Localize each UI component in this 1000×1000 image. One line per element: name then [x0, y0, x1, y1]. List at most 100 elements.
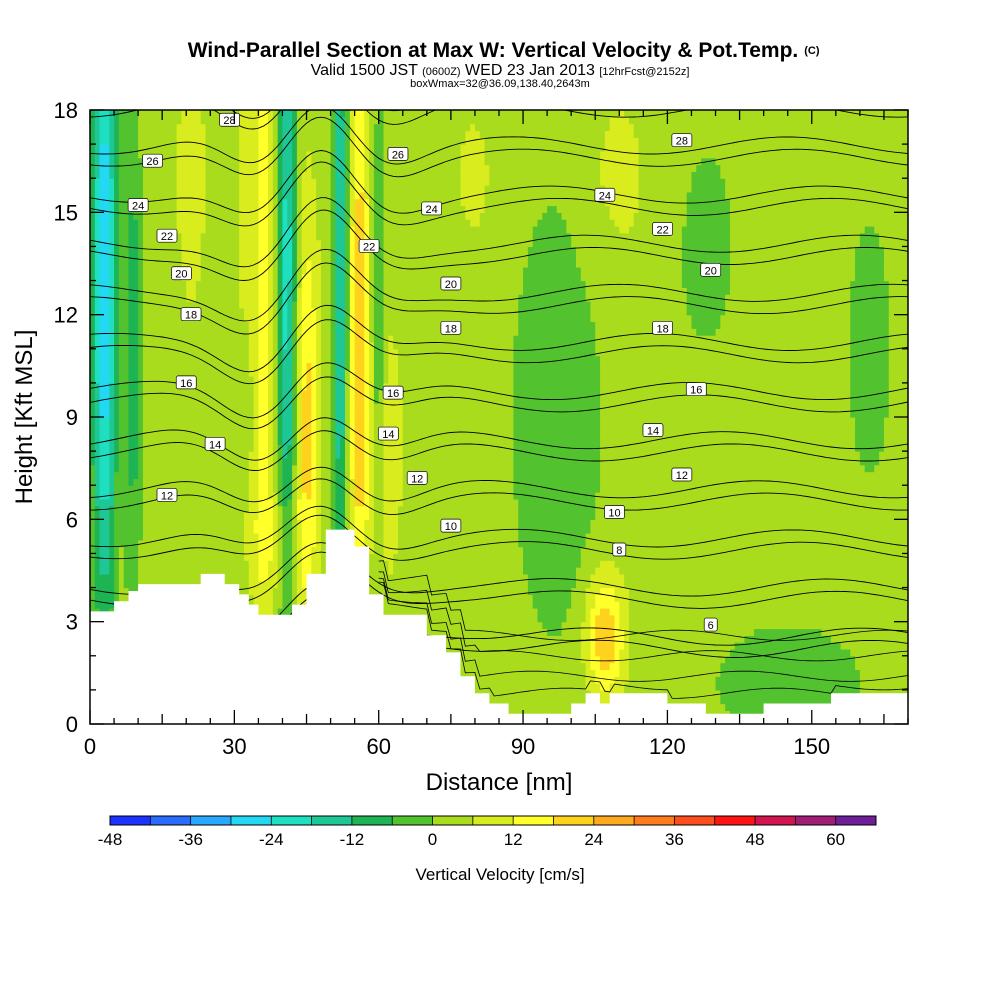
w-cell: [523, 546, 582, 555]
w-cell: [320, 355, 332, 364]
w-cell: [725, 178, 908, 186]
contour-label: 18: [185, 310, 197, 322]
w-cell: [272, 198, 279, 207]
w-cell: [715, 328, 851, 336]
w-cell: [619, 567, 908, 575]
w-cell: [118, 239, 130, 248]
w-cell: [850, 280, 890, 288]
w-cell: [628, 614, 908, 623]
w-cell: [253, 437, 260, 445]
w-cell: [330, 219, 336, 227]
w-cell: [850, 307, 890, 316]
w-cell: [364, 376, 370, 384]
w-cell: [258, 178, 269, 186]
w-cell: [94, 498, 115, 507]
w-cell: [364, 341, 370, 350]
w-cell: [883, 444, 908, 452]
w-cell: [349, 376, 356, 384]
w-cell: [268, 307, 274, 316]
w-cell: [128, 362, 139, 370]
w-cell: [90, 492, 96, 500]
w-cell: [258, 157, 269, 166]
w-cell: [296, 144, 332, 152]
w-cell: [518, 294, 587, 302]
w-cell: [282, 287, 288, 295]
w-cell: [277, 321, 284, 329]
w-cell: [320, 301, 332, 309]
w-cell: [349, 444, 356, 452]
w-cell: [888, 362, 908, 370]
contour-label-box: [377, 426, 399, 441]
w-cell: [138, 219, 144, 227]
w-cell: [335, 280, 346, 288]
w-cell: [99, 130, 110, 138]
w-cell: [330, 164, 336, 172]
w-cell: [114, 417, 120, 425]
w-cell: [301, 355, 317, 364]
w-cell: [320, 451, 332, 459]
w-cell: [628, 669, 721, 677]
w-cell: [316, 519, 322, 527]
w-cell: [383, 150, 462, 159]
w-cell: [258, 403, 269, 411]
w-cell: [364, 457, 370, 466]
w-cell: [316, 403, 322, 411]
w-cell: [268, 246, 274, 254]
w-cell: [354, 273, 365, 282]
w-cell: [604, 144, 640, 152]
w-cell: [239, 294, 260, 302]
w-cell: [118, 553, 125, 561]
w-cell: [696, 164, 721, 172]
w-cell: [349, 191, 356, 200]
w-cell: [888, 301, 908, 309]
w-cell: [301, 341, 317, 350]
w-cell: [258, 110, 269, 118]
w-cell: [114, 225, 120, 234]
w-cell: [345, 457, 351, 466]
w-cell: [638, 164, 697, 172]
w-cell: [128, 294, 139, 302]
w-cell: [311, 451, 317, 459]
w-cell: [402, 430, 515, 439]
w-cell: [373, 335, 385, 343]
w-cell: [335, 341, 346, 350]
w-cell: [287, 219, 293, 227]
w-cell: [888, 376, 908, 384]
w-cell: [681, 246, 731, 254]
w-cell: [272, 464, 279, 473]
w-cell: [277, 225, 284, 234]
w-cell: [118, 410, 130, 418]
w-cell: [239, 246, 260, 254]
w-cell: [99, 567, 110, 575]
theta-contour-line: [90, 262, 908, 335]
w-cell: [609, 608, 620, 616]
w-cell: [320, 287, 332, 295]
w-cell: [388, 560, 394, 568]
w-cell: [349, 505, 356, 514]
w-cell: [354, 498, 365, 507]
w-cell: [99, 301, 110, 309]
w-cell: [118, 437, 130, 445]
w-cell: [123, 546, 139, 555]
w-cell: [258, 301, 269, 309]
w-cell: [128, 266, 139, 275]
w-cell: [306, 382, 312, 391]
w-cell: [248, 464, 260, 473]
w-cell: [272, 116, 279, 125]
w-cell: [90, 123, 96, 132]
w-cell: [364, 492, 370, 500]
w-cell: [320, 519, 332, 527]
w-cell: [296, 294, 303, 302]
w-cell: [595, 628, 616, 636]
w-cell: [90, 232, 96, 241]
w-cell: [277, 348, 284, 357]
w-cell: [364, 294, 370, 302]
w-cell: [513, 492, 596, 500]
w-cell: [850, 321, 890, 329]
w-cell: [138, 144, 178, 152]
w-cell: [292, 382, 298, 391]
w-cell: [720, 321, 851, 329]
w-cell: [590, 696, 620, 705]
w-cell: [335, 171, 346, 179]
w-cell: [90, 273, 96, 282]
